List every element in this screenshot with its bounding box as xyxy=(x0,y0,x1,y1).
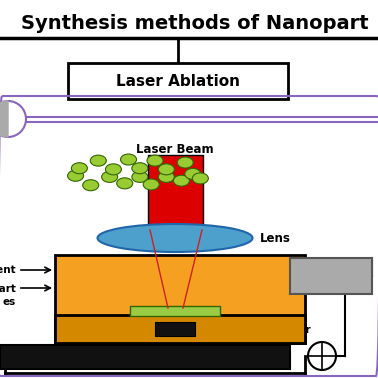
Ellipse shape xyxy=(158,171,174,183)
Ellipse shape xyxy=(158,164,174,175)
Text: Stirrer: Stirrer xyxy=(272,325,311,335)
Bar xyxy=(130,306,220,316)
Ellipse shape xyxy=(68,170,84,181)
Circle shape xyxy=(308,342,336,370)
Text: Synthesis methods of Nanopart: Synthesis methods of Nanopart xyxy=(21,14,369,33)
Bar xyxy=(0,345,290,369)
Ellipse shape xyxy=(117,178,133,189)
Ellipse shape xyxy=(185,168,201,180)
Ellipse shape xyxy=(83,180,99,191)
Ellipse shape xyxy=(177,157,193,168)
Bar xyxy=(55,315,305,343)
Ellipse shape xyxy=(90,155,106,166)
Ellipse shape xyxy=(132,163,148,174)
Text: nanopart: nanopart xyxy=(0,284,16,294)
Ellipse shape xyxy=(132,171,148,183)
Ellipse shape xyxy=(102,171,118,183)
Ellipse shape xyxy=(192,173,208,184)
Bar xyxy=(68,63,288,99)
FancyBboxPatch shape xyxy=(290,258,372,294)
Ellipse shape xyxy=(147,155,163,166)
Ellipse shape xyxy=(71,163,87,174)
Bar xyxy=(55,255,305,343)
Ellipse shape xyxy=(105,164,121,175)
Text: Laser Beam: Laser Beam xyxy=(136,143,214,156)
Ellipse shape xyxy=(98,224,253,252)
Polygon shape xyxy=(0,101,8,137)
Text: Controller: Controller xyxy=(300,271,362,281)
Text: Solvent: Solvent xyxy=(0,265,16,275)
Text: es: es xyxy=(3,297,16,307)
Text: Lens: Lens xyxy=(260,231,291,245)
Ellipse shape xyxy=(121,154,136,165)
Ellipse shape xyxy=(174,175,189,186)
Circle shape xyxy=(0,101,26,137)
Bar xyxy=(148,155,203,230)
Ellipse shape xyxy=(143,179,159,190)
Text: Metal
plate: Metal plate xyxy=(272,308,305,330)
Text: Laser Ablation: Laser Ablation xyxy=(116,73,240,88)
Bar xyxy=(155,322,195,336)
